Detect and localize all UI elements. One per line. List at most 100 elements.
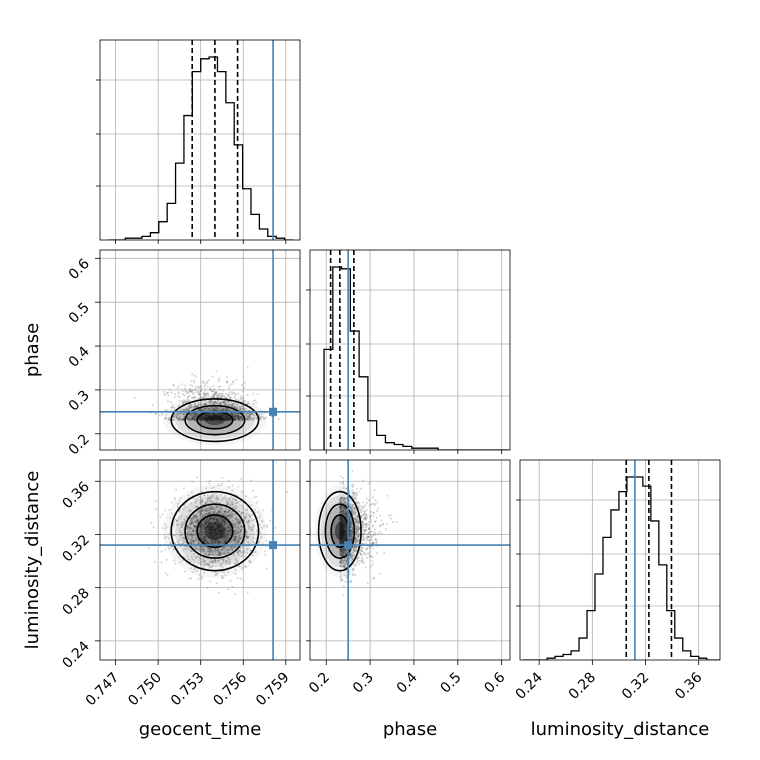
sample-point — [215, 414, 218, 417]
sample-point — [341, 540, 344, 543]
sample-point — [204, 540, 207, 543]
sample-point — [225, 417, 228, 420]
sample-point — [358, 502, 361, 505]
sample-point — [212, 527, 215, 530]
sample-point — [215, 531, 218, 534]
sample-point — [204, 523, 207, 526]
sample-point — [222, 413, 225, 416]
sample-point — [219, 415, 222, 418]
sample-point — [211, 561, 214, 564]
sample-point — [202, 416, 205, 419]
sample-point — [168, 532, 171, 535]
sample-point — [209, 508, 212, 511]
sample-point — [340, 516, 343, 519]
sample-point — [216, 406, 219, 409]
sample-point — [207, 417, 210, 420]
sample-point — [176, 519, 179, 522]
sample-point — [340, 496, 343, 499]
sample-point — [222, 541, 225, 544]
sample-point — [357, 533, 360, 536]
sample-point — [233, 419, 236, 422]
sample-point — [225, 534, 228, 537]
sample-point — [341, 559, 344, 562]
sample-point — [217, 524, 220, 527]
sample-point — [215, 520, 218, 523]
sample-point — [339, 576, 342, 579]
sample-point — [339, 506, 342, 509]
sample-point — [198, 418, 201, 421]
sample-point — [200, 550, 203, 553]
sample-point — [194, 415, 197, 418]
sample-point — [218, 418, 221, 421]
sample-point — [213, 415, 216, 418]
sample-point — [204, 417, 207, 420]
sample-point — [340, 525, 343, 528]
sample-point — [176, 540, 179, 543]
sample-point — [207, 417, 210, 420]
sample-point — [201, 418, 204, 421]
sample-point — [242, 512, 245, 515]
sample-point — [221, 407, 224, 410]
sample-point — [211, 413, 214, 416]
sample-point — [213, 541, 216, 544]
sample-point — [234, 539, 237, 542]
sample-point — [215, 414, 218, 417]
sample-point — [223, 520, 226, 523]
sample-point — [211, 532, 214, 535]
sample-point — [198, 518, 201, 521]
sample-point — [187, 494, 190, 497]
truth-marker — [269, 407, 278, 416]
sample-point — [205, 509, 208, 512]
sample-point — [224, 535, 227, 538]
sample-point — [341, 539, 344, 542]
sample-point — [221, 418, 224, 421]
sample-point — [222, 417, 225, 420]
sample-point — [208, 528, 211, 531]
sample-point — [348, 553, 351, 556]
sample-point — [227, 526, 230, 529]
sample-point — [230, 418, 233, 421]
sample-point — [191, 516, 194, 519]
sample-point — [229, 417, 232, 420]
sample-point — [199, 525, 202, 528]
sample-point — [212, 535, 215, 538]
sample-point — [202, 548, 205, 551]
sample-point — [216, 505, 219, 508]
sample-point — [204, 418, 207, 421]
sample-point — [222, 414, 225, 417]
sample-point — [339, 511, 342, 514]
sample-point — [224, 494, 227, 497]
sample-point — [228, 419, 231, 422]
sample-point — [227, 524, 230, 527]
sample-point — [164, 548, 167, 551]
sample-point — [225, 409, 228, 412]
sample-point — [341, 578, 344, 581]
sample-point — [214, 417, 217, 420]
sample-point — [163, 417, 166, 420]
sample-point — [184, 401, 187, 404]
sample-point — [354, 519, 357, 522]
sample-point — [370, 538, 373, 541]
sample-point — [213, 507, 216, 510]
sample-point — [342, 566, 345, 569]
sample-point — [179, 523, 182, 526]
sample-point — [199, 397, 202, 400]
sample-point — [233, 530, 236, 533]
sample-point — [219, 401, 222, 404]
sample-point — [342, 561, 345, 564]
sample-point — [189, 523, 192, 526]
sample-point — [199, 416, 202, 419]
sample-point — [343, 498, 346, 501]
sample-point — [195, 519, 198, 522]
sample-point — [356, 535, 359, 538]
sample-point — [214, 548, 217, 551]
sample-point — [365, 513, 368, 516]
sample-point — [345, 560, 348, 563]
sample-point — [206, 418, 209, 421]
sample-point — [204, 508, 207, 511]
sample-point — [211, 538, 214, 541]
sample-point — [228, 387, 231, 390]
sample-point — [363, 516, 366, 519]
sample-point — [341, 516, 344, 519]
sample-point — [348, 521, 351, 524]
